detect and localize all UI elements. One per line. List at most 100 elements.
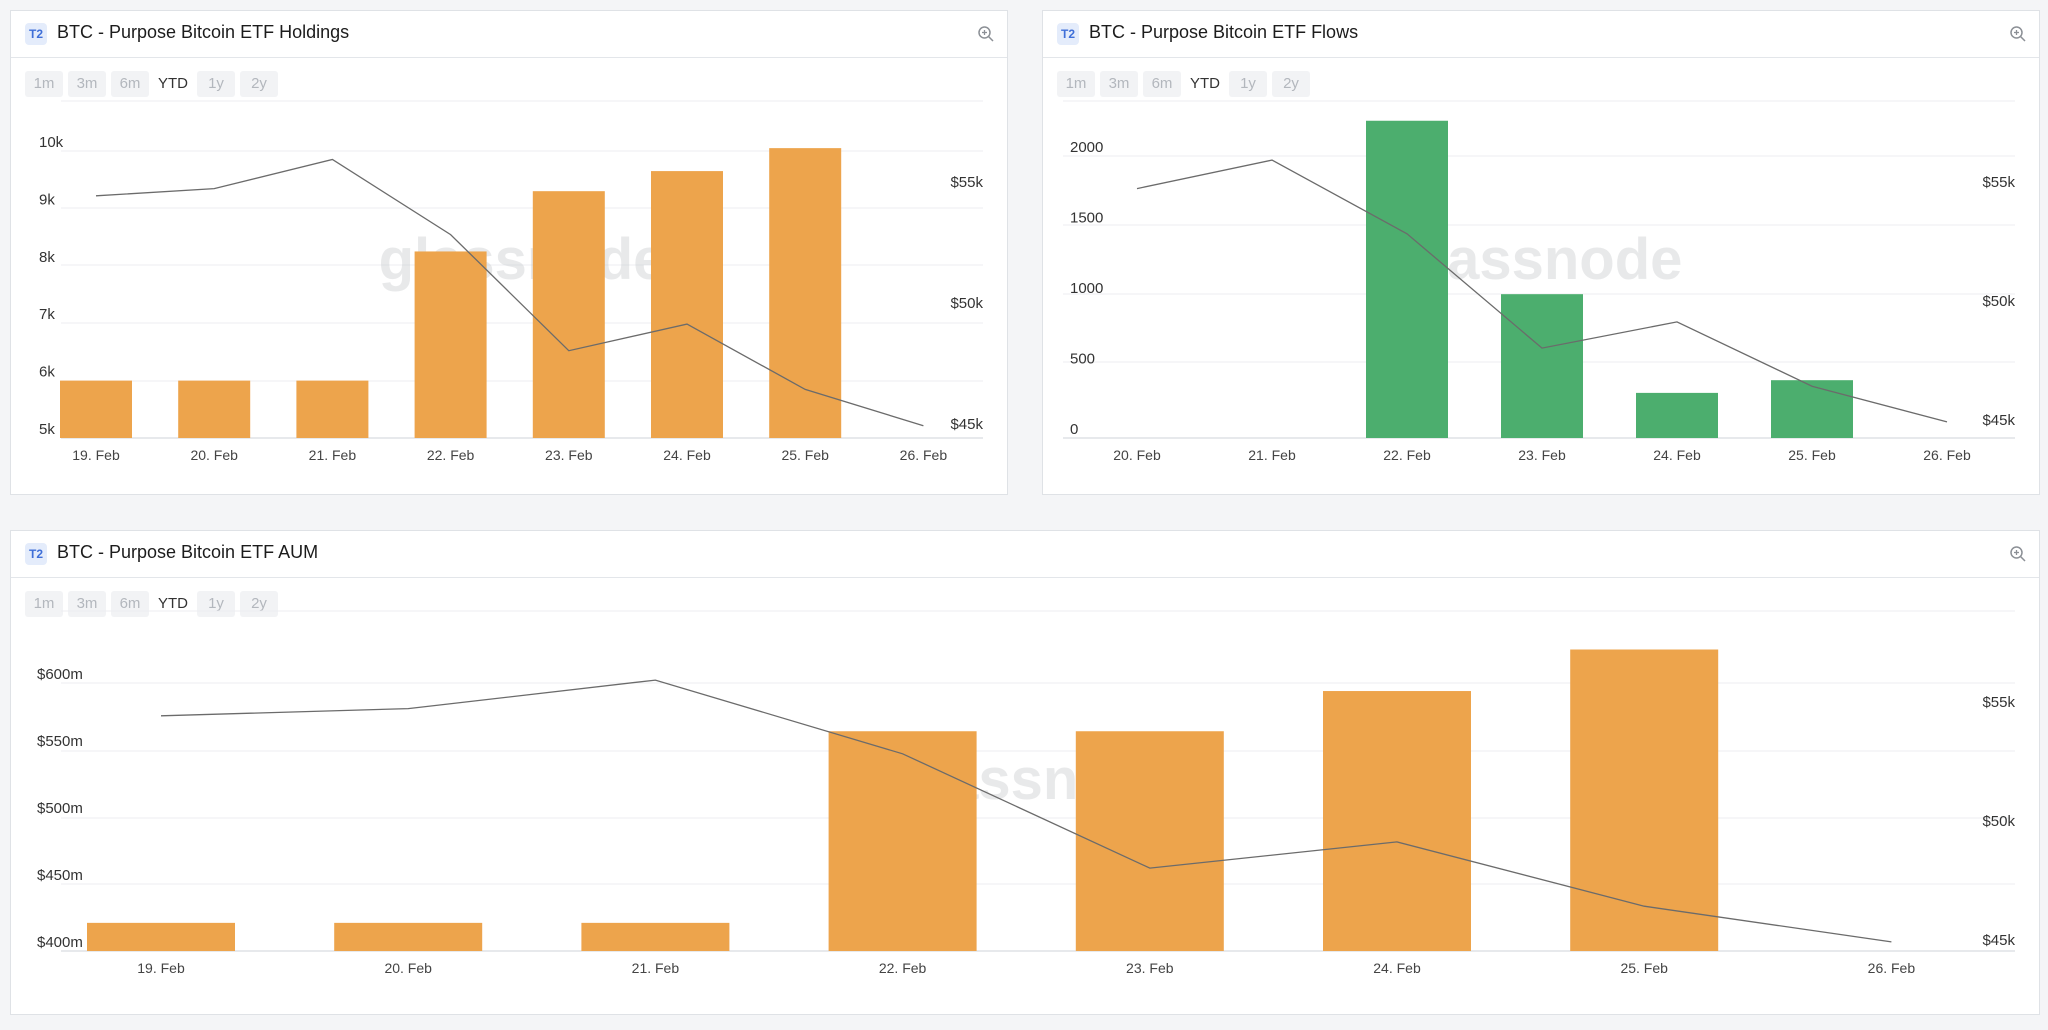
x-axis-label: 19. Feb xyxy=(137,960,185,976)
range-button-3m[interactable]: 3m xyxy=(1100,71,1138,97)
flows-panel: T2 BTC - Purpose Bitcoin ETF Flows 1m 3m 6… xyxy=(1042,10,2040,495)
bar-25-feb xyxy=(769,148,842,438)
zoom-in-icon[interactable] xyxy=(2009,545,2027,563)
x-axis-label: 23. Feb xyxy=(1126,960,1174,976)
range-button-2y[interactable]: 2y xyxy=(240,591,278,617)
x-axis-label: 24. Feb xyxy=(1653,447,1701,463)
price-line xyxy=(160,679,1892,943)
bar-19-feb xyxy=(60,380,132,438)
range-button-ytd[interactable]: YTD xyxy=(154,591,192,617)
flows-chart: glassnode0500100015002000$45k$50k$55k20.… xyxy=(1063,100,2015,463)
x-axis-label: 20. Feb xyxy=(1113,447,1161,463)
panel-header: T2 BTC - Purpose Bitcoin ETF AUM xyxy=(11,531,2039,578)
time-range-selector: 1m 3m 6m YTD 1y 2y xyxy=(25,71,278,97)
right-axis-label: $50k xyxy=(950,295,983,312)
range-button-1m[interactable]: 1m xyxy=(25,591,63,617)
range-button-2y[interactable]: 2y xyxy=(1272,71,1310,97)
range-button-6m[interactable]: 6m xyxy=(1143,71,1181,97)
panel-header: T2 BTC - Purpose Bitcoin ETF Holdings xyxy=(11,11,1007,58)
time-range-selector: 1m 3m 6m YTD 1y 2y xyxy=(1057,71,1310,97)
left-axis-label: 9k xyxy=(39,191,55,208)
aum-panel: T2 BTC - Purpose Bitcoin ETF AUM 1m 3m 6m Y… xyxy=(10,530,2040,1015)
bar-20-feb xyxy=(334,922,483,951)
bar-25-feb xyxy=(1771,380,1853,438)
left-axis-label: $600m xyxy=(37,666,83,683)
x-axis-label: 21. Feb xyxy=(632,960,680,976)
x-axis-label: 25. Feb xyxy=(1788,447,1836,463)
x-axis-label: 26. Feb xyxy=(1923,447,1971,463)
tier-badge: T2 xyxy=(1057,23,1079,45)
left-axis-label: 8k xyxy=(39,249,55,266)
panel-title: BTC - Purpose Bitcoin ETF Holdings xyxy=(57,22,350,42)
range-button-ytd[interactable]: YTD xyxy=(154,71,192,97)
bar-23-feb xyxy=(1075,731,1224,951)
bar-22-feb xyxy=(828,731,977,951)
left-axis-label: $450m xyxy=(37,867,83,884)
x-axis-label: 22. Feb xyxy=(879,960,927,976)
x-axis-label: 26. Feb xyxy=(1868,960,1916,976)
left-axis-label: 7k xyxy=(39,306,55,323)
left-axis-label: 1000 xyxy=(1070,280,1103,297)
range-button-6m[interactable]: 6m xyxy=(111,591,149,617)
panel-header: T2 BTC - Purpose Bitcoin ETF Flows xyxy=(1043,11,2039,58)
right-axis-label: $55k xyxy=(950,174,983,191)
range-button-1y[interactable]: 1y xyxy=(1229,71,1267,97)
x-axis-label: 22. Feb xyxy=(1383,447,1431,463)
bar-23-feb xyxy=(1501,294,1583,438)
left-axis-label: $400m xyxy=(37,934,83,951)
range-button-6m[interactable]: 6m xyxy=(111,71,149,97)
x-axis-label: 21. Feb xyxy=(309,447,357,463)
left-axis-label: 10k xyxy=(39,134,64,151)
range-button-3m[interactable]: 3m xyxy=(68,71,106,97)
bar-24-feb xyxy=(1636,392,1718,438)
left-axis-label: 6k xyxy=(39,364,55,381)
right-axis-label: $45k xyxy=(1982,412,2015,429)
range-button-ytd[interactable]: YTD xyxy=(1186,71,1224,97)
right-axis-label: $45k xyxy=(950,416,983,433)
right-axis-label: $50k xyxy=(1982,293,2015,310)
x-axis-label: 22. Feb xyxy=(427,447,475,463)
right-axis-label: $45k xyxy=(1982,932,2015,949)
x-axis-label: 26. Feb xyxy=(900,447,948,463)
x-axis-label: 24. Feb xyxy=(663,447,711,463)
panel-title: BTC - Purpose Bitcoin ETF Flows xyxy=(1089,22,1359,42)
range-button-2y[interactable]: 2y xyxy=(240,71,278,97)
bar-23-feb xyxy=(532,191,605,438)
tier-badge: T2 xyxy=(25,543,47,565)
holdings-panel: T2 BTC - Purpose Bitcoin ETF Holdings 1m… xyxy=(10,10,1008,495)
bar-22-feb xyxy=(414,251,487,438)
x-axis-label: 25. Feb xyxy=(781,447,829,463)
bar-19-feb xyxy=(87,922,235,951)
aum-chart: glassnode$400m$450m$500m$550m$600m$45k$5… xyxy=(37,610,2015,976)
left-axis-label: $500m xyxy=(37,800,83,817)
range-button-1y[interactable]: 1y xyxy=(197,591,235,617)
left-axis-label: 500 xyxy=(1070,351,1095,368)
range-button-3m[interactable]: 3m xyxy=(68,591,106,617)
zoom-in-icon[interactable] xyxy=(977,25,995,43)
right-axis-label: $55k xyxy=(1982,694,2015,711)
zoom-in-icon[interactable] xyxy=(2009,25,2027,43)
range-button-1m[interactable]: 1m xyxy=(25,71,63,97)
x-axis-label: 20. Feb xyxy=(384,960,432,976)
x-axis-label: 25. Feb xyxy=(1620,960,1668,976)
left-axis-label: 2000 xyxy=(1070,139,1103,156)
left-axis-label: 0 xyxy=(1070,421,1078,438)
right-axis-label: $50k xyxy=(1982,813,2015,830)
bar-25-feb xyxy=(1570,649,1719,951)
left-axis-label: 1500 xyxy=(1070,210,1103,227)
price-line xyxy=(95,158,924,427)
x-axis-label: 19. Feb xyxy=(72,447,120,463)
time-range-selector: 1m 3m 6m YTD 1y 2y xyxy=(25,591,278,617)
price-line xyxy=(1136,159,1948,423)
x-axis-label: 20. Feb xyxy=(190,447,238,463)
range-button-1m[interactable]: 1m xyxy=(1057,71,1095,97)
bar-24-feb xyxy=(1323,691,1471,951)
right-axis-label: $55k xyxy=(1982,174,2015,191)
x-axis-label: 21. Feb xyxy=(1248,447,1296,463)
x-axis-label: 23. Feb xyxy=(545,447,593,463)
left-axis-label: $550m xyxy=(37,733,83,750)
panel-title: BTC - Purpose Bitcoin ETF AUM xyxy=(57,542,319,562)
x-axis-label: 24. Feb xyxy=(1373,960,1421,976)
range-button-1y[interactable]: 1y xyxy=(197,71,235,97)
